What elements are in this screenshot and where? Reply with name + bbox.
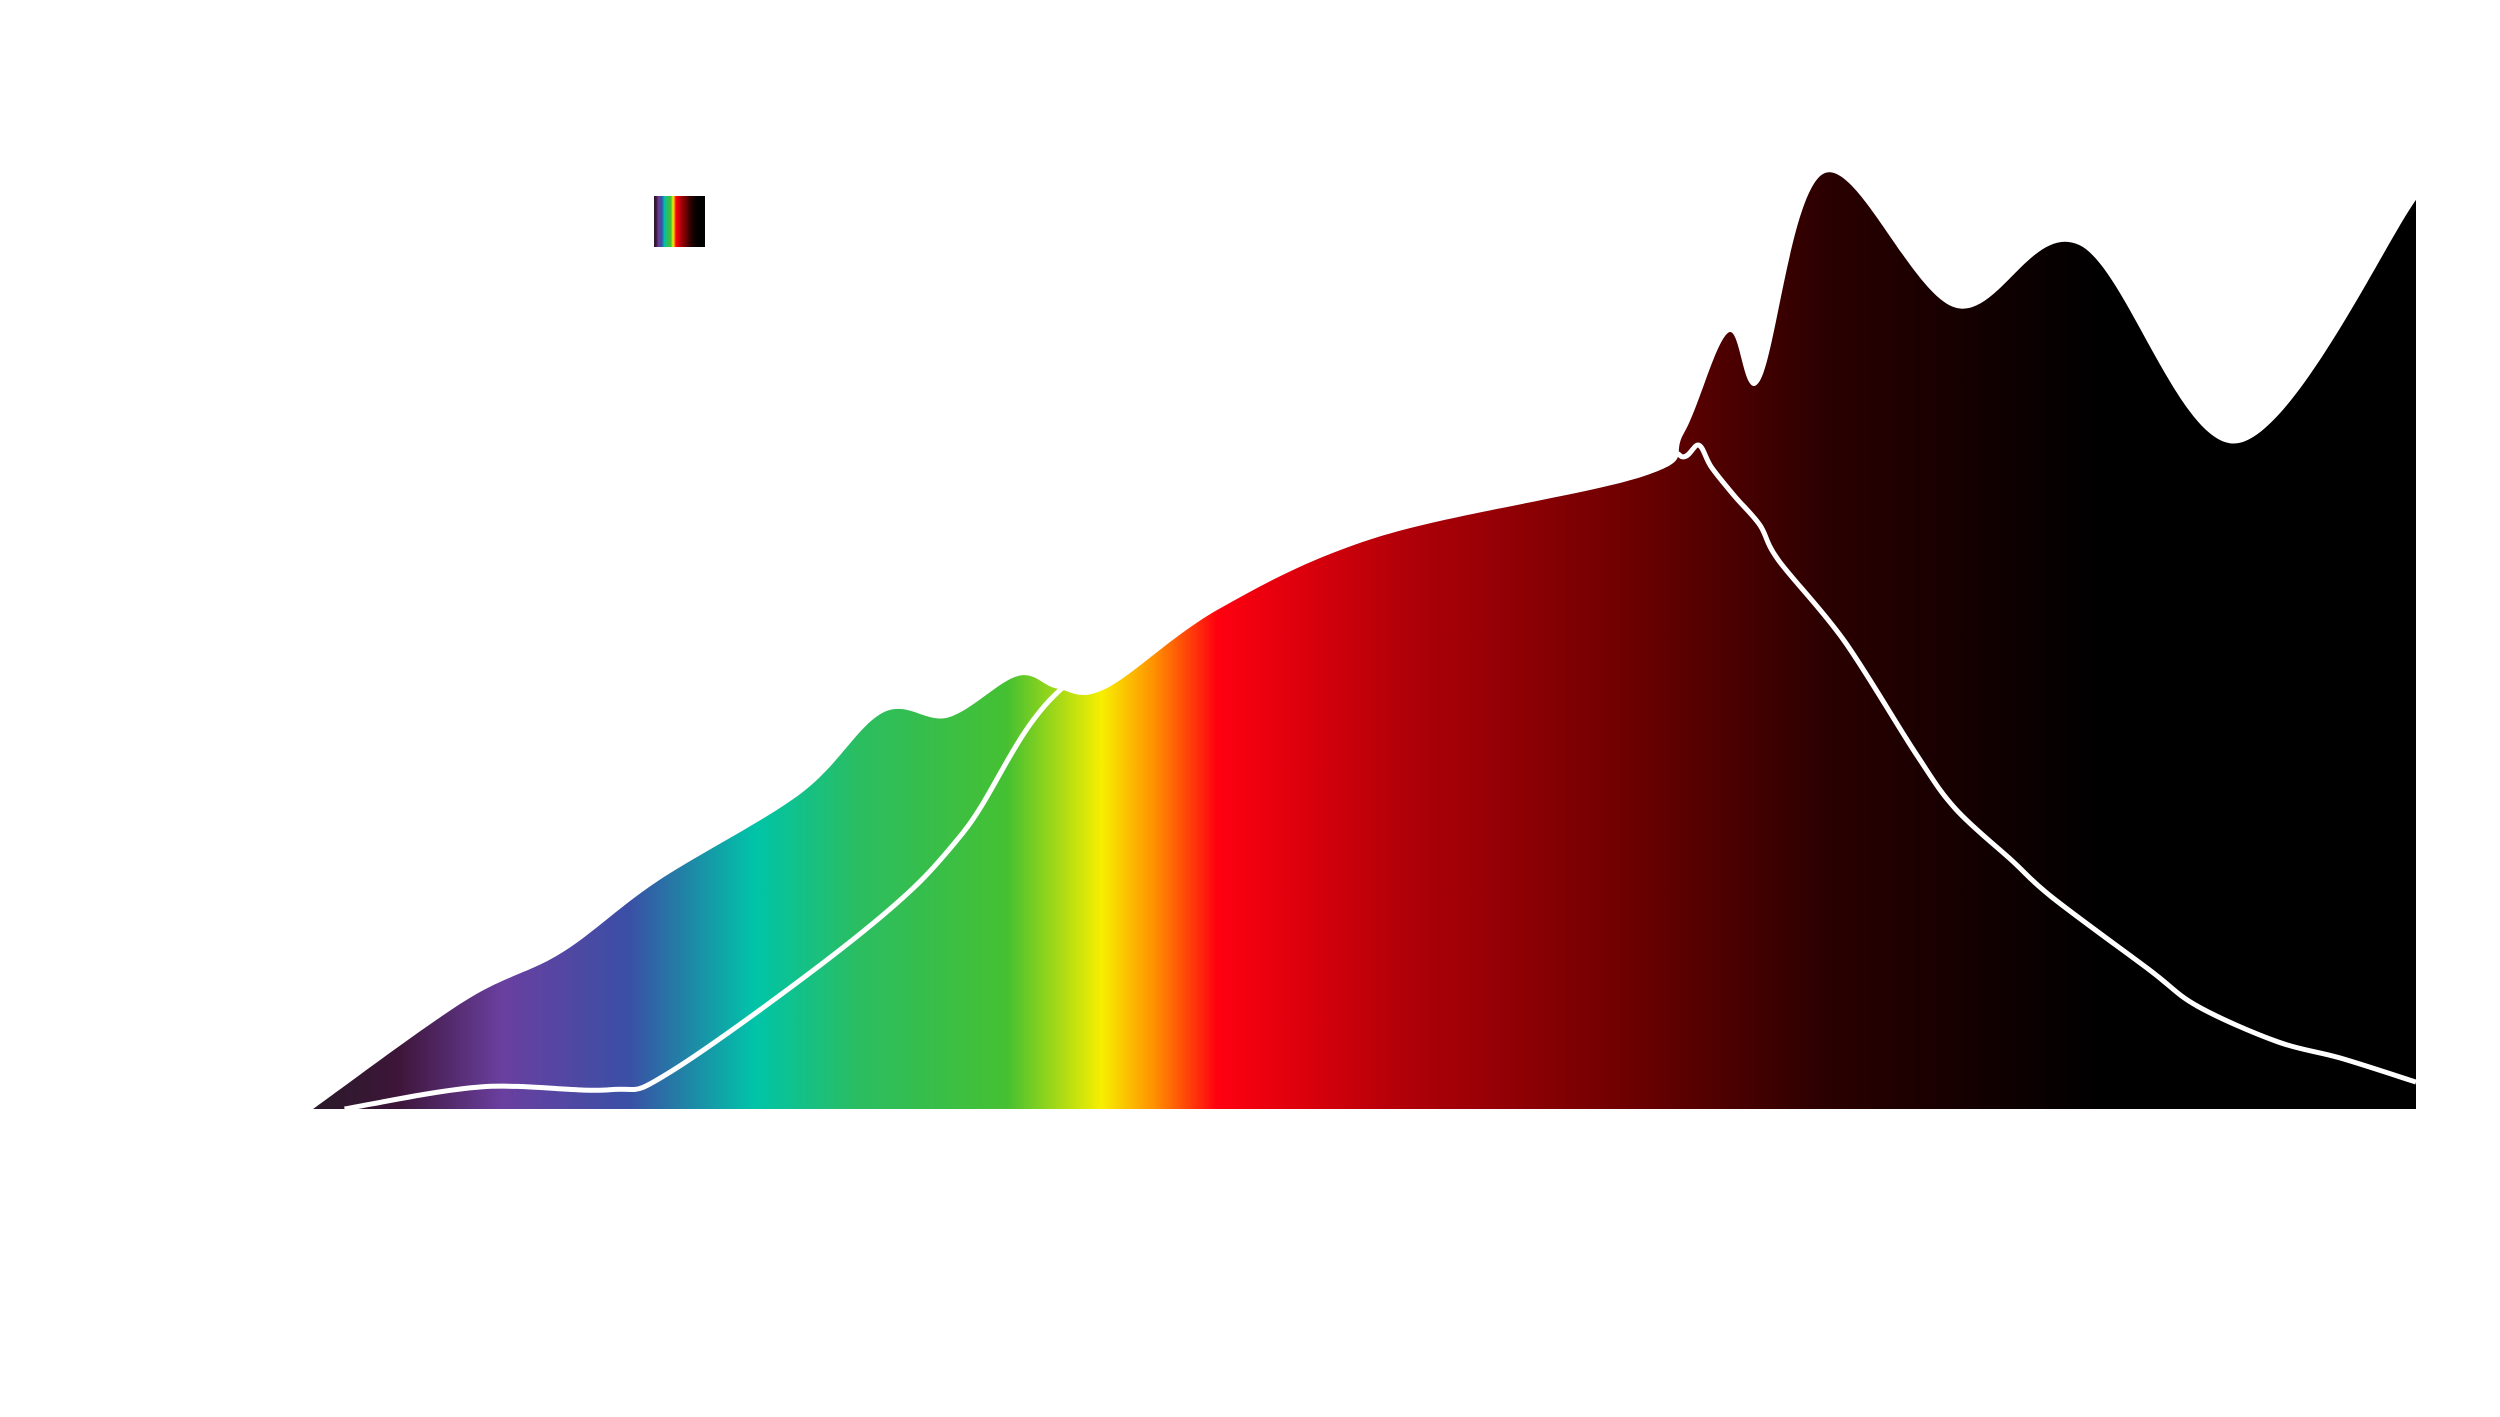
spectrum-line [344,442,2417,1112]
legend-swatch [654,196,705,247]
spectrum-area [313,172,2416,1110]
